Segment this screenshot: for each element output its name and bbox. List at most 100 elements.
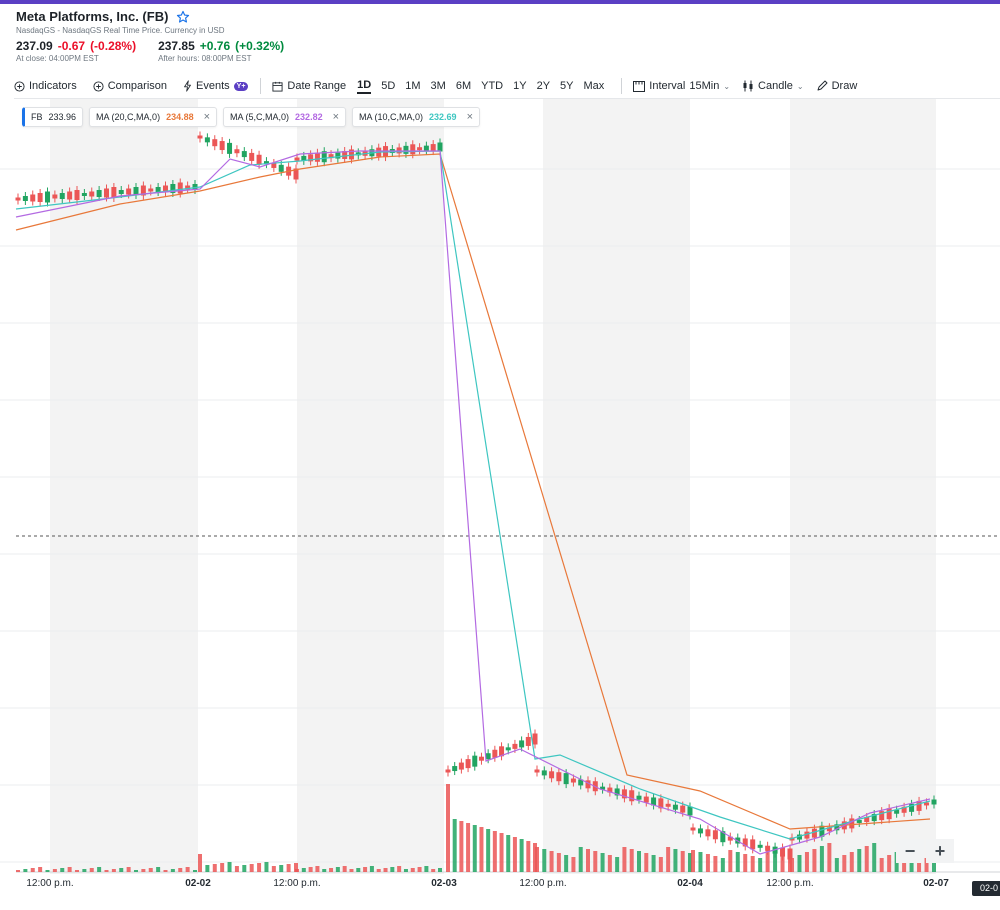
toolbar-divider (621, 78, 623, 94)
volume-bar (446, 784, 450, 872)
candle-body (712, 830, 718, 840)
volume-bar (691, 850, 695, 872)
candle-body (177, 182, 183, 194)
volume-bar (156, 867, 161, 872)
volume-bar (376, 869, 381, 872)
volume-bar (827, 843, 832, 872)
chart-type-dropdown[interactable]: Candle ⌄ (742, 80, 804, 92)
close-icon[interactable]: × (332, 111, 340, 123)
volume-bar (212, 864, 217, 872)
legend-ma20[interactable]: MA (20,C,MA,0) 234.88 × (89, 107, 218, 127)
candle-body (321, 151, 327, 163)
range-max[interactable]: Max (583, 80, 605, 92)
events-button[interactable]: Events Y+ (183, 80, 249, 92)
volume-bar (637, 851, 641, 872)
x-axis-label: 12:00 p.m. (519, 878, 567, 889)
candle-body (563, 773, 569, 785)
candle-body (519, 740, 525, 748)
price-chart[interactable] (0, 99, 1000, 877)
volume-bar (804, 852, 809, 872)
volume-bar (758, 858, 763, 872)
candle-body (256, 154, 262, 165)
candle-body (170, 184, 176, 193)
range-5y[interactable]: 5Y (560, 80, 574, 92)
volume-bar (185, 867, 190, 872)
volume-bar (193, 870, 197, 872)
star-icon[interactable] (176, 10, 190, 24)
range-1m[interactable]: 1M (405, 80, 421, 92)
candle-body (629, 790, 635, 802)
zoom-out-button[interactable]: − (896, 839, 924, 863)
volume-bar (356, 868, 361, 872)
volume-bar (571, 857, 576, 872)
after-hours-time-note: After hours: 08:00PM EST (158, 54, 252, 63)
interval-value: 15Min (689, 80, 720, 92)
range-3m[interactable]: 3M (430, 80, 446, 92)
candle-body (525, 736, 531, 746)
volume-bar (97, 867, 102, 872)
volume-bar (264, 862, 269, 872)
candle-body (89, 191, 95, 197)
indicators-button[interactable]: Indicators (14, 80, 77, 92)
range-1d[interactable]: 1D (357, 79, 372, 94)
session-band (50, 99, 198, 874)
legend-ma10-value: 232.69 (429, 112, 457, 122)
draw-button[interactable]: Draw (816, 80, 857, 92)
volume-bar (932, 855, 936, 872)
volume-bar (607, 855, 612, 872)
legend-ma10[interactable]: MA (10,C,MA,0) 232.69 × (352, 107, 480, 127)
volume-bar (506, 835, 511, 872)
volume-bar (615, 857, 620, 872)
candle-body (314, 152, 320, 162)
quote-header: Meta Platforms, Inc. (FB) NasdaqGS - Nas… (16, 9, 976, 63)
candle-body (879, 811, 885, 821)
volume-bar (397, 866, 402, 872)
lightning-icon (184, 80, 191, 92)
candle-body (720, 831, 726, 843)
candle-body (15, 197, 21, 201)
range-2y[interactable]: 2Y (536, 80, 551, 92)
candle-body (192, 184, 198, 190)
volume-bar (431, 869, 436, 872)
pencil-icon (817, 80, 828, 91)
comparison-button[interactable]: Comparison (93, 80, 167, 92)
volume-bar (148, 868, 153, 872)
volume-bar (329, 868, 334, 872)
volume-bar (23, 869, 28, 872)
candle-body (458, 762, 464, 770)
date-range-button[interactable]: Date Range (272, 80, 346, 92)
candle-body (680, 805, 686, 813)
candle-body (492, 749, 498, 758)
close-icon[interactable]: × (203, 111, 211, 123)
volume-bar (363, 867, 368, 872)
candle-body (585, 780, 591, 789)
range-ytd[interactable]: YTD (481, 80, 504, 92)
candle-body (697, 828, 703, 834)
close-icon[interactable]: × (466, 111, 473, 123)
candle-body (705, 829, 711, 837)
candle-body (445, 769, 451, 773)
volume-bar (593, 851, 598, 872)
volume-bar (141, 869, 146, 872)
comparison-label: Comparison (107, 80, 168, 92)
range-5d[interactable]: 5D (381, 80, 396, 92)
range-1y[interactable]: 1Y (513, 80, 527, 92)
volume-bar (673, 849, 678, 872)
volume-bar (403, 869, 408, 872)
candle-body (849, 818, 855, 829)
range-6m[interactable]: 6M (455, 80, 472, 92)
volume-bar (564, 855, 569, 872)
candle-body (478, 756, 484, 761)
candle-body (614, 788, 620, 796)
candle-body (452, 766, 458, 772)
volume-bar (834, 858, 839, 872)
candle-body (607, 787, 613, 793)
volume-bar (887, 855, 892, 872)
candle-body (757, 844, 763, 848)
candle-body (796, 834, 802, 840)
interval-dropdown[interactable]: Interval 15Min ⌄ (633, 80, 730, 92)
legend-ma5[interactable]: MA (5,C,MA,0) 232.82 × (223, 107, 347, 127)
zoom-in-button[interactable]: + (926, 839, 954, 863)
chart-toolbar: Indicators Comparison Events Y+ Date Ran… (14, 76, 857, 96)
legend-symbol[interactable]: FB 233.96 (22, 107, 84, 127)
